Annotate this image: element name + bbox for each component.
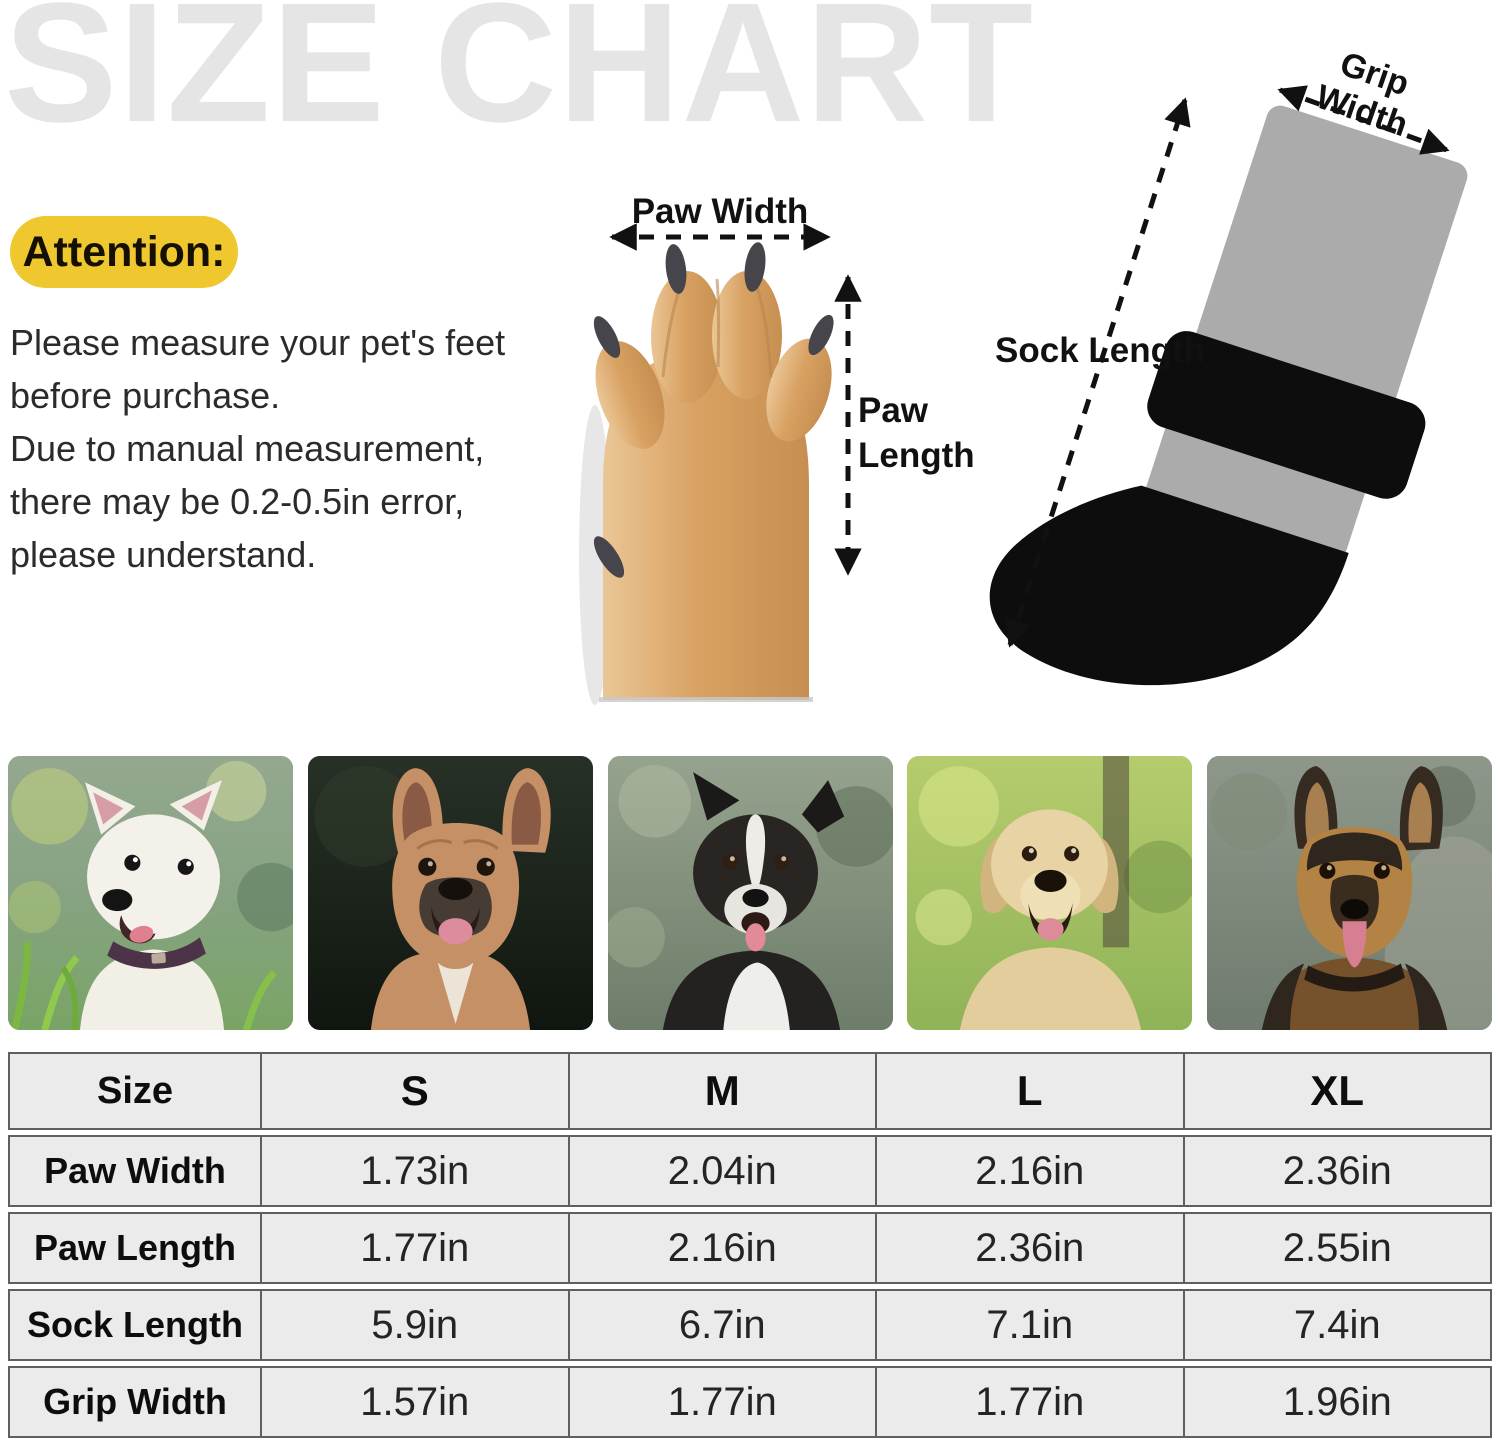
paw-length-label: Paw Length bbox=[858, 391, 975, 475]
attention-text: Please measure your pet's feet before pu… bbox=[10, 316, 505, 581]
cell-value: 1.77in bbox=[875, 1368, 1183, 1436]
french-bulldog-illustration bbox=[307, 756, 593, 1030]
row-label: Sock Length bbox=[26, 1304, 244, 1345]
row-label: Grip Width bbox=[43, 1381, 227, 1422]
attention-line: please understand. bbox=[10, 534, 317, 575]
attention-line: there may be 0.2-0.5in error, bbox=[10, 481, 465, 522]
sock-length-label: Sock Length bbox=[995, 331, 1206, 370]
sock-diagram bbox=[989, 85, 1468, 686]
paw-diagram bbox=[579, 223, 862, 705]
cell-value: 1.77in bbox=[260, 1214, 568, 1282]
cell-value: 6.7in bbox=[567, 1291, 876, 1359]
dog-photo-border-collie bbox=[607, 756, 893, 1030]
row-label: Paw Width bbox=[44, 1150, 226, 1191]
table-row-paw-length: Paw Length 1.77in 2.16in 2.36in 2.55in bbox=[8, 1212, 1492, 1284]
cell-value: 2.55in bbox=[1182, 1214, 1491, 1282]
paw-claws bbox=[593, 242, 834, 578]
cell-value: 2.36in bbox=[875, 1214, 1183, 1282]
paw-photo-illustration bbox=[579, 242, 834, 705]
attention-badge-label: Attention: bbox=[22, 227, 226, 276]
cell-value: 2.16in bbox=[567, 1214, 876, 1282]
cell-value: 1.77in bbox=[567, 1368, 876, 1436]
table-row-paw-width: Paw Width 1.73in 2.04in 2.16in 2.36in bbox=[8, 1135, 1492, 1207]
dog-photo-west-highland-white-terrier bbox=[8, 756, 293, 1030]
cell-value: 1.57in bbox=[260, 1368, 568, 1436]
attention-line: before purchase. bbox=[10, 375, 281, 416]
dog-photo-french-bulldog bbox=[307, 756, 593, 1030]
german-shepherd-illustration bbox=[1207, 756, 1492, 1030]
labrador-illustration bbox=[907, 756, 1193, 1030]
cell-value: 7.4in bbox=[1182, 1291, 1491, 1359]
cell-value: 7.1in bbox=[875, 1291, 1183, 1359]
table-header-l: L bbox=[875, 1054, 1183, 1128]
grip-width-arrow-icon bbox=[1277, 85, 1450, 155]
table-row-sock-length: Sock Length 5.9in 6.7in 7.1in 7.4in bbox=[8, 1289, 1492, 1361]
sock-illustration bbox=[989, 105, 1468, 686]
row-label: Paw Length bbox=[33, 1227, 236, 1268]
dog-photo-german-shepherd bbox=[1207, 756, 1492, 1030]
cell-value: 2.16in bbox=[875, 1137, 1183, 1205]
table-row-grip-width: Grip Width 1.57in 1.77in 1.77in 1.96in bbox=[8, 1366, 1492, 1438]
table-header-size: Size bbox=[96, 1069, 174, 1112]
westie-illustration bbox=[8, 756, 293, 1030]
table-header-xl: XL bbox=[1182, 1054, 1491, 1128]
size-table: Size S M L XL Paw Width 1.73in 2.04in 2.… bbox=[8, 1052, 1492, 1438]
cell-value: 2.04in bbox=[567, 1137, 876, 1205]
attention-badge: Attention: bbox=[10, 216, 238, 288]
cell-value: 1.96in bbox=[1182, 1368, 1491, 1436]
page-title: SIZE CHART bbox=[4, 0, 1034, 158]
cell-value: 5.9in bbox=[260, 1291, 568, 1359]
paw-width-label: Paw Width bbox=[631, 192, 809, 231]
size-table-header-row: Size S M L XL bbox=[8, 1052, 1492, 1130]
border-collie-illustration bbox=[607, 756, 893, 1030]
table-header-m: M bbox=[567, 1054, 876, 1128]
table-header-s: S bbox=[260, 1054, 568, 1128]
attention-line: Please measure your pet's feet bbox=[10, 322, 506, 363]
attention-line: Due to manual measurement, bbox=[10, 428, 485, 469]
dog-photo-labrador-retriever bbox=[907, 756, 1193, 1030]
cell-value: 1.73in bbox=[260, 1137, 568, 1205]
sock-length-arrow-icon bbox=[1004, 97, 1191, 648]
dog-photo-row bbox=[8, 756, 1492, 1030]
cell-value: 2.36in bbox=[1182, 1137, 1491, 1205]
